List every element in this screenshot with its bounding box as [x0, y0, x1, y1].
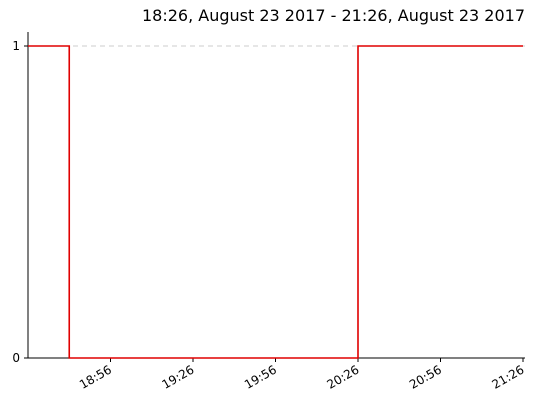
x-tick-label: 21:26 [490, 362, 527, 391]
chart-title: 18:26, August 23 2017 - 21:26, August 23… [142, 6, 525, 25]
x-tick-label: 20:26 [325, 362, 362, 391]
series-group [28, 45, 523, 359]
x-tick-label: 20:56 [407, 362, 444, 391]
x-ticks: 18:56 19:26 19:56 20:26 20:56 21:26 [77, 358, 527, 392]
x-tick-label: 19:56 [242, 362, 279, 391]
y-ticks: 01 [12, 39, 28, 365]
x-tick-label: 18:56 [77, 362, 114, 391]
y-tick-label: 0 [12, 351, 20, 365]
x-tick-label: 19:26 [160, 362, 197, 391]
series-line [28, 45, 523, 359]
y-tick-label: 1 [12, 39, 20, 53]
